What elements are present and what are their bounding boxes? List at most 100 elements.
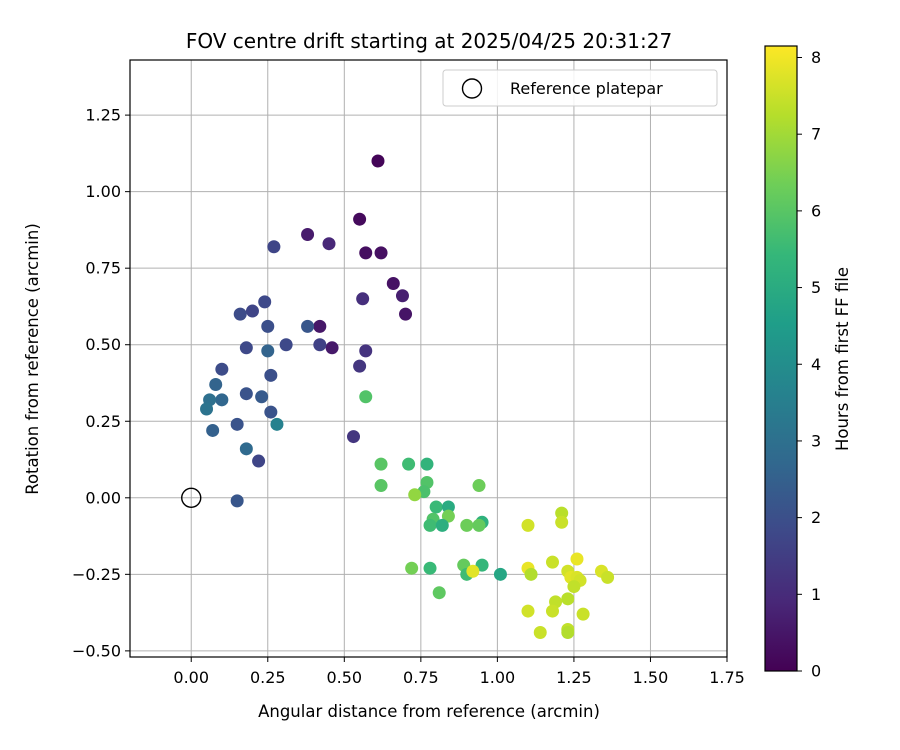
scatter-point: [472, 479, 486, 493]
scatter-point: [239, 442, 253, 456]
scatter-point: [209, 378, 223, 392]
scatter-point: [576, 607, 590, 621]
scatter-point: [252, 454, 266, 468]
y-axis-ticks: −0.50 −0.25 0.00 0.25 0.50 0.75 1.00 1.25: [72, 106, 130, 660]
colorbar-tick-label: 4: [811, 355, 821, 374]
scatter-point: [371, 154, 385, 168]
scatter-point: [374, 246, 388, 260]
scatter-point: [533, 626, 547, 640]
scatter-point: [493, 567, 507, 581]
scatter-point: [353, 212, 367, 226]
scatter-point: [524, 567, 538, 581]
legend-marker-reference: [461, 78, 483, 99]
colorbar-label: Hours from first FF file: [833, 267, 852, 451]
scatter-point: [561, 626, 575, 640]
scatter-point: [374, 457, 388, 471]
scatter-point: [215, 393, 229, 407]
colorbar-tick-label: 1: [811, 585, 821, 604]
scatter-point: [301, 228, 315, 242]
scatter-point: [432, 586, 446, 600]
scatter-point: [279, 338, 293, 352]
scatter-point: [472, 518, 486, 532]
scatter-point: [200, 402, 214, 416]
scatter-point: [601, 570, 615, 584]
scatter-point: [423, 561, 437, 575]
scatter-point: [239, 387, 253, 401]
scatter-point: [359, 246, 373, 260]
colorbar-tick-label: 2: [811, 508, 821, 527]
scatter-point: [402, 457, 416, 471]
scatter-point: [460, 518, 474, 532]
colorbar-tick-label: 3: [811, 431, 821, 450]
scatter-point: [267, 240, 281, 254]
scatter-point: [230, 494, 244, 508]
y-axis-label: Rotation from reference (arcmin): [23, 223, 42, 495]
scatter-point: [429, 500, 443, 514]
scatter-point: [399, 307, 413, 321]
scatter-point: [353, 359, 367, 373]
scatter-point: [261, 344, 275, 358]
chart-title: FOV centre drift starting at 2025/04/25 …: [186, 29, 672, 53]
scatter-point: [555, 515, 569, 529]
scatter-point: [408, 488, 422, 502]
x-axis-ticks: 0.00 0.25 0.50 0.75 1.00 1.25 1.50 1.75: [173, 657, 745, 687]
scatter-point: [441, 509, 455, 523]
reference-platepar-marker: [181, 487, 202, 508]
scatter-point: [356, 292, 370, 306]
scatter-point: [570, 552, 584, 566]
scatter-point: [423, 518, 437, 532]
x-tick-label: 0.50: [326, 668, 362, 687]
colorbar-tick-label: 7: [811, 125, 821, 144]
plot-frame: [129, 59, 728, 658]
scatter-point: [261, 319, 275, 333]
scatter-point: [313, 319, 327, 333]
scatter-point: [567, 580, 581, 594]
legend-label-reference: Reference platepar: [510, 79, 663, 98]
scatter-point: [270, 417, 284, 431]
scatter-point: [374, 479, 388, 493]
scatter-point: [264, 405, 278, 419]
x-tick-label: 0.75: [403, 668, 439, 687]
scatter-point: [441, 500, 455, 514]
scatter-point: [420, 457, 434, 471]
scatter-point: [206, 423, 220, 437]
x-tick-label: 1.25: [556, 668, 592, 687]
y-tick-label: −0.50: [72, 641, 121, 660]
scatter-point: [230, 417, 244, 431]
scatter-point: [322, 237, 336, 251]
y-tick-label: 1.00: [85, 182, 121, 201]
legend: Reference platepar: [442, 69, 718, 107]
scatter-point: [258, 295, 272, 309]
scatter-point: [521, 518, 535, 532]
scatter-point: [215, 362, 229, 376]
scatter-point: [405, 561, 419, 575]
scatter-point: [239, 341, 253, 355]
scatter-point: [521, 604, 535, 618]
colorbar-tick-label: 5: [811, 278, 821, 297]
scatter-point: [545, 555, 559, 569]
scatter-point: [359, 344, 373, 358]
colorbar: [764, 45, 798, 672]
x-tick-label: 1.75: [709, 668, 745, 687]
y-tick-label: 0.50: [85, 335, 121, 354]
colorbar-tick-label: 0: [811, 662, 821, 681]
x-tick-label: 0.25: [250, 668, 286, 687]
scatter-points: [200, 154, 615, 640]
colorbar-tick-label: 8: [811, 48, 821, 67]
x-tick-label: 0.00: [173, 668, 209, 687]
y-tick-label: 1.25: [85, 106, 121, 125]
scatter-point: [466, 564, 480, 578]
scatter-point: [301, 319, 315, 333]
x-tick-label: 1.50: [633, 668, 669, 687]
scatter-point: [346, 430, 360, 444]
scatter-point: [255, 390, 269, 404]
x-axis-label: Angular distance from reference (arcmin): [258, 702, 600, 721]
scatter-point: [435, 518, 449, 532]
scatter-point: [233, 307, 247, 321]
scatter-point: [561, 592, 575, 606]
scatter-point: [395, 289, 409, 303]
colorbar-ticks: 0 1 2 3 4 5 6 7 8: [797, 48, 821, 681]
scatter-point: [475, 558, 489, 572]
